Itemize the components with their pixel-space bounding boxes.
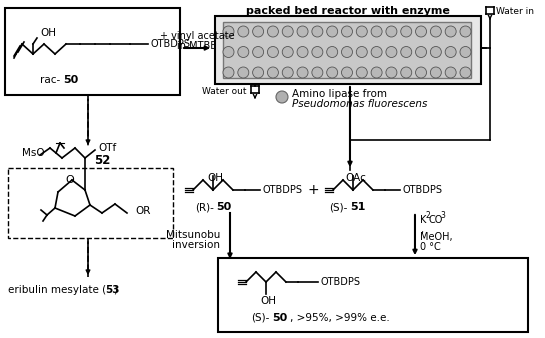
Circle shape xyxy=(282,26,293,37)
Circle shape xyxy=(460,67,471,78)
Text: Water out: Water out xyxy=(203,88,247,97)
Text: OH: OH xyxy=(40,28,56,38)
Circle shape xyxy=(297,67,308,78)
Text: eribulin mesylate (: eribulin mesylate ( xyxy=(8,285,106,295)
Text: inversion: inversion xyxy=(172,240,220,250)
Circle shape xyxy=(401,26,411,37)
Circle shape xyxy=(431,47,441,57)
Text: in MTBE: in MTBE xyxy=(177,41,217,51)
Text: 50: 50 xyxy=(63,75,78,85)
Text: ,: , xyxy=(420,225,423,235)
Circle shape xyxy=(342,26,353,37)
Circle shape xyxy=(356,47,367,57)
Bar xyxy=(5,8,180,95)
Bar xyxy=(8,168,173,238)
Text: 2: 2 xyxy=(426,211,431,220)
Text: 50: 50 xyxy=(216,202,231,212)
Circle shape xyxy=(268,26,278,37)
Circle shape xyxy=(326,67,338,78)
Text: (S)-: (S)- xyxy=(252,313,270,323)
Circle shape xyxy=(223,26,234,37)
Text: rac-: rac- xyxy=(40,75,60,85)
Text: OTBDPS: OTBDPS xyxy=(403,185,443,195)
Circle shape xyxy=(386,47,397,57)
Circle shape xyxy=(238,47,249,57)
Circle shape xyxy=(282,67,293,78)
Bar xyxy=(218,258,528,332)
Text: OAc: OAc xyxy=(346,173,366,183)
Circle shape xyxy=(297,26,308,37)
Circle shape xyxy=(371,47,382,57)
Circle shape xyxy=(431,26,441,37)
Circle shape xyxy=(282,47,293,57)
Circle shape xyxy=(326,47,338,57)
Circle shape xyxy=(326,26,338,37)
Text: MeOH,: MeOH, xyxy=(420,232,452,242)
Text: + vinyl acetate: + vinyl acetate xyxy=(160,31,234,41)
Circle shape xyxy=(415,67,427,78)
Circle shape xyxy=(312,67,323,78)
Circle shape xyxy=(223,67,234,78)
Circle shape xyxy=(342,67,353,78)
Circle shape xyxy=(401,47,411,57)
Text: OH: OH xyxy=(207,173,223,183)
Circle shape xyxy=(445,26,456,37)
Circle shape xyxy=(223,47,234,57)
Circle shape xyxy=(445,47,456,57)
Circle shape xyxy=(415,26,427,37)
Circle shape xyxy=(342,47,353,57)
Circle shape xyxy=(356,26,367,37)
Text: OR: OR xyxy=(135,206,150,216)
Text: (S)-: (S)- xyxy=(330,202,348,212)
Circle shape xyxy=(268,67,278,78)
Bar xyxy=(215,16,481,84)
Text: OTf: OTf xyxy=(98,143,116,153)
Circle shape xyxy=(445,67,456,78)
Text: Water in: Water in xyxy=(496,6,534,16)
Text: OTBDPS: OTBDPS xyxy=(151,39,191,49)
Circle shape xyxy=(238,67,249,78)
Circle shape xyxy=(371,26,382,37)
Text: 50: 50 xyxy=(272,313,287,323)
Circle shape xyxy=(386,67,397,78)
Bar xyxy=(223,22,471,78)
Circle shape xyxy=(268,47,278,57)
Text: OTBDPS: OTBDPS xyxy=(263,185,303,195)
Circle shape xyxy=(415,47,427,57)
Circle shape xyxy=(253,26,264,37)
Text: 53: 53 xyxy=(105,285,119,295)
Text: packed bed reactor with enzyme: packed bed reactor with enzyme xyxy=(246,6,450,16)
Circle shape xyxy=(371,67,382,78)
Circle shape xyxy=(297,47,308,57)
Text: ): ) xyxy=(113,285,117,295)
Text: Amino lipase from: Amino lipase from xyxy=(292,89,387,99)
Text: 52: 52 xyxy=(94,153,110,167)
Circle shape xyxy=(401,67,411,78)
Text: +: + xyxy=(307,183,319,197)
Text: (R)-: (R)- xyxy=(195,202,214,212)
Circle shape xyxy=(238,26,249,37)
Text: OH: OH xyxy=(260,296,276,306)
Text: 51: 51 xyxy=(350,202,365,212)
Circle shape xyxy=(431,67,441,78)
Text: OTBDPS: OTBDPS xyxy=(321,277,361,287)
Text: K: K xyxy=(420,215,426,225)
Circle shape xyxy=(460,26,471,37)
Circle shape xyxy=(253,67,264,78)
Text: 3: 3 xyxy=(440,211,445,220)
Text: CO: CO xyxy=(429,215,443,225)
Circle shape xyxy=(460,47,471,57)
Text: Pseudomonas fluorescens: Pseudomonas fluorescens xyxy=(292,99,427,109)
Circle shape xyxy=(312,26,323,37)
Text: MsO: MsO xyxy=(22,148,45,158)
Text: O: O xyxy=(65,175,74,185)
Circle shape xyxy=(312,47,323,57)
Circle shape xyxy=(253,47,264,57)
Circle shape xyxy=(356,67,367,78)
Text: , >95%, >99% e.e.: , >95%, >99% e.e. xyxy=(290,313,390,323)
Circle shape xyxy=(386,26,397,37)
Circle shape xyxy=(276,91,288,103)
Text: Mitsunobu: Mitsunobu xyxy=(166,230,220,240)
Text: 0 °C: 0 °C xyxy=(420,242,441,252)
